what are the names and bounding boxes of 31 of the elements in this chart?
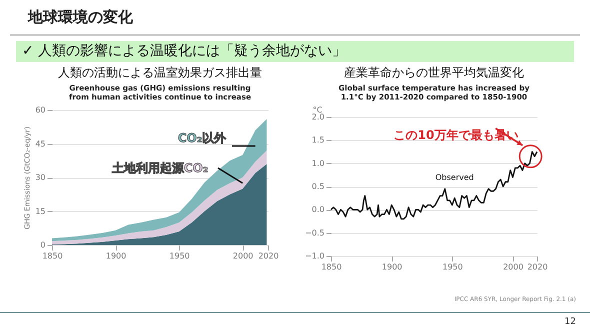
chart-title: 産業革命からの世界平均気温変化	[344, 66, 524, 80]
text: ✓ 人類の影響による温暖化には「疑う余地がない」	[16, 41, 574, 62]
y-tick-label: 30	[35, 173, 46, 182]
y-tick-label: −1.0	[305, 252, 324, 260]
y-tick-label: 1.5	[312, 136, 324, 145]
y-tick-label: 0	[40, 240, 46, 250]
y-tick-label: −0.5	[305, 228, 324, 238]
y-tick-label: 60	[35, 106, 46, 114]
y-tick-label: 45	[35, 139, 46, 148]
series-label: 土地利用起源CO₂	[110, 161, 208, 175]
y-tick-label: 0.0	[312, 205, 324, 214]
x-tick-label: 1900	[382, 262, 402, 272]
x-tick-label: 2020	[258, 252, 279, 260]
x-tick-label: 1850	[321, 262, 342, 272]
y-tick-label: 2.0	[312, 112, 324, 122]
text: 地球環境の変化	[28, 8, 133, 27]
x-tick-label: 2020	[527, 262, 548, 272]
y-tick-label: 15	[35, 206, 46, 216]
y-tick-label: 1.0	[312, 158, 324, 168]
x-tick-label: 1900	[106, 252, 126, 260]
x-tick-label: 1950	[442, 262, 463, 272]
x-tick-label: 1950	[169, 252, 190, 260]
series-label: CO₂以外	[178, 131, 228, 145]
x-tick-label: 1850	[42, 252, 63, 260]
y-tick-label: 0.5	[312, 182, 324, 191]
chart-title: 人類の活動による温室効果ガス排出量	[58, 66, 262, 80]
x-tick-label: 2000	[232, 252, 254, 260]
y-axis-title: °C	[312, 106, 323, 114]
series-label: Observed	[435, 173, 474, 182]
text: 12	[564, 317, 576, 327]
x-tick-label: 2000	[503, 262, 524, 272]
